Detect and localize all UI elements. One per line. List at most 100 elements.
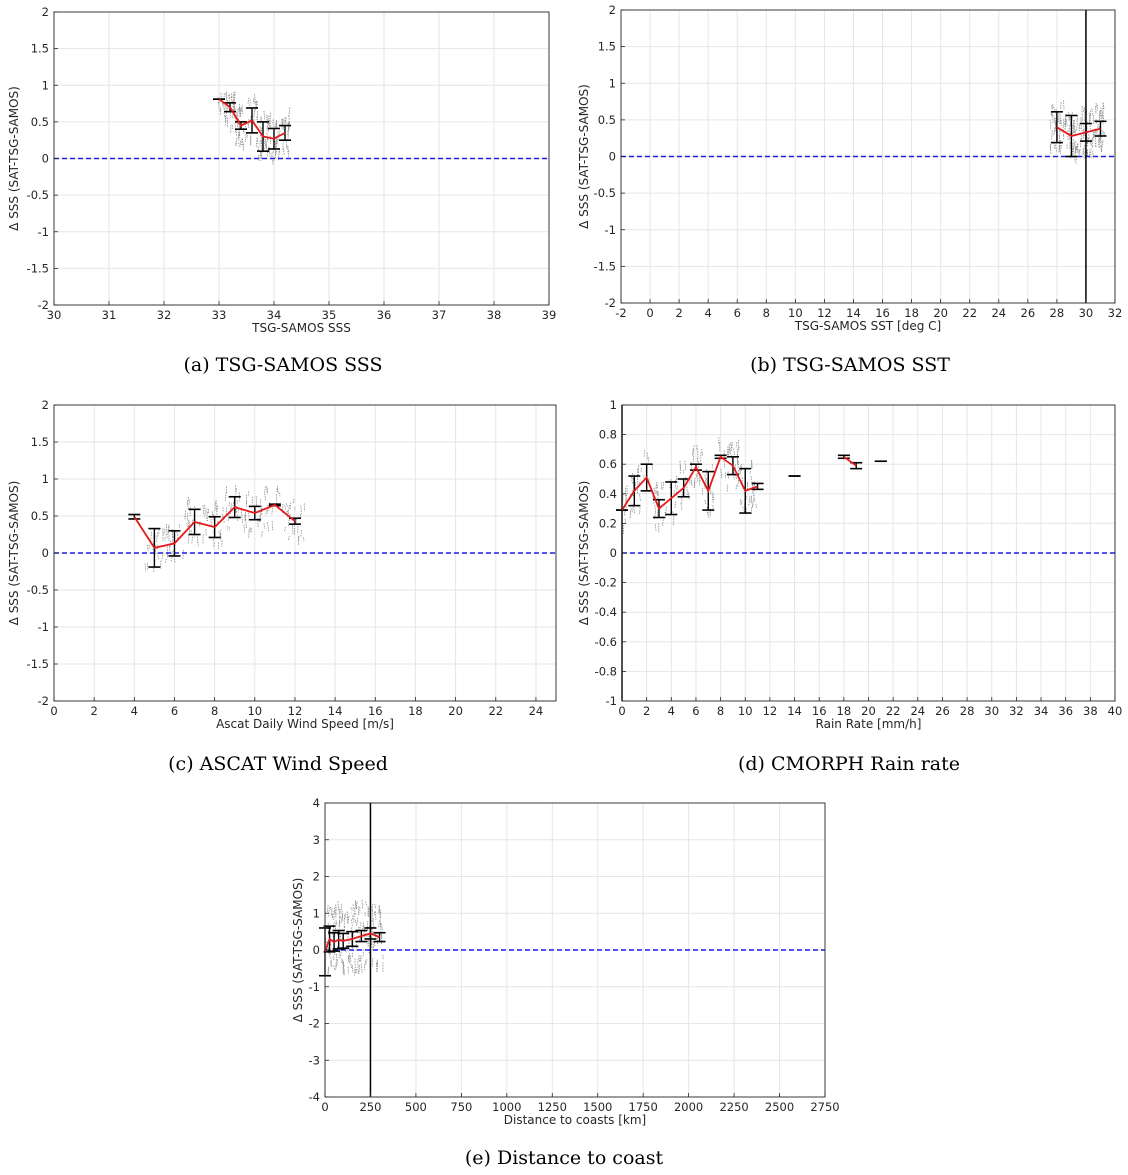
panel-c: 0 2 4 6 8 10 12 14 16 18 20 22 24-2-1.5-1-0.500.511.… xyxy=(7,398,557,775)
scatter-point xyxy=(277,485,279,495)
scatter-point xyxy=(230,93,233,99)
scatter-point xyxy=(329,936,332,946)
x-tick-label: 18 xyxy=(408,704,423,718)
scatter-point xyxy=(353,932,355,938)
scatter-point xyxy=(680,503,683,511)
scatter-point xyxy=(295,518,298,525)
scatter-point xyxy=(271,155,274,165)
scatter-point xyxy=(267,522,269,532)
scatter-point xyxy=(637,465,640,469)
scatter-point xyxy=(654,512,656,520)
y-tick-label: 1.5 xyxy=(31,435,49,449)
scatter-point xyxy=(333,907,336,914)
scatter-point xyxy=(1088,112,1091,122)
scatter-point xyxy=(243,524,246,533)
scatter-point xyxy=(278,130,281,136)
x-tick-label: 16 xyxy=(875,306,890,320)
scatter-point xyxy=(289,502,292,510)
x-axis-label: Distance to coasts [km] xyxy=(504,1113,646,1127)
scatter-point xyxy=(1053,106,1055,112)
scatter-point xyxy=(226,525,229,530)
scatter-point xyxy=(355,900,357,910)
scatter-point xyxy=(343,926,346,933)
scatter-point xyxy=(224,492,227,502)
scatter-point xyxy=(286,503,288,507)
y-axis-label: Δ SSS (SAT-TSG-SAMOS) xyxy=(577,84,591,229)
x-tick-label: 26 xyxy=(1021,306,1036,320)
scatter-point xyxy=(1057,113,1060,123)
scatter-point xyxy=(288,107,291,117)
scatter-point xyxy=(150,532,152,542)
scatter-point xyxy=(263,138,265,145)
scatter-point xyxy=(347,955,350,963)
scatter-point xyxy=(146,544,149,551)
scatter-point xyxy=(216,505,218,516)
x-tick-label: 0 xyxy=(321,1100,328,1114)
scatter-point xyxy=(656,481,659,490)
scatter-point xyxy=(251,496,254,504)
scatter-point xyxy=(1064,118,1066,126)
y-tick-label: 0.4 xyxy=(599,487,617,501)
scatter-point xyxy=(373,911,376,917)
scatter-point xyxy=(1103,132,1106,138)
panel-a: 30 31 32 33 34 35 36 37 38 39 -2 -1.5 -1 -0.5 0 0.5 1 1.5… xyxy=(7,5,556,376)
scatter-point xyxy=(676,485,678,491)
scatter-point xyxy=(1091,145,1093,150)
x-tick-label: 2 xyxy=(643,704,650,718)
x-tick-label: 33 xyxy=(212,308,227,322)
scatter-point xyxy=(188,499,191,505)
scatter-point xyxy=(191,536,193,544)
scatter-point xyxy=(233,91,236,101)
x-tick-label: 0 xyxy=(618,704,625,718)
y-tick-label: 2 xyxy=(42,398,49,412)
x-tick-label: 12 xyxy=(817,306,832,320)
scatter-point xyxy=(219,529,222,538)
scatter-point xyxy=(223,112,226,119)
scatter-point xyxy=(182,549,185,560)
x-tick-label: 32 xyxy=(157,308,172,322)
y-tick-label: -1.5 xyxy=(27,261,49,275)
x-tick-label: 38 xyxy=(1083,704,1098,718)
x-tick-label: 26 xyxy=(935,704,950,718)
scatter-point xyxy=(220,93,222,100)
scatter-point xyxy=(1066,119,1068,127)
scatter-point xyxy=(271,521,274,532)
scatter-point xyxy=(235,508,237,514)
scatter-point xyxy=(259,126,262,130)
scatter-point xyxy=(750,497,753,503)
scatter-point xyxy=(367,908,370,917)
scatter-point xyxy=(144,563,147,572)
scatter-point xyxy=(691,449,694,457)
scatter-point xyxy=(263,110,265,120)
y-tick-label: 0 xyxy=(609,150,616,164)
scatter-point xyxy=(378,909,380,915)
scatter-point xyxy=(358,954,361,963)
y-tick-label: -1 xyxy=(309,980,320,994)
x-tick-label: 2 xyxy=(90,704,97,718)
scatter-point xyxy=(1089,114,1092,123)
scatter-point xyxy=(347,916,350,924)
x-tick-label: -2 xyxy=(615,306,626,320)
x-tick-label: 250 xyxy=(359,1100,381,1114)
scatter-point xyxy=(354,907,356,916)
scatter-point xyxy=(654,505,657,513)
scatter-point xyxy=(1075,146,1077,153)
scatter-point xyxy=(751,502,753,507)
scatter-point xyxy=(1053,142,1055,149)
scatter-point xyxy=(712,493,715,504)
scatter-point xyxy=(690,481,693,486)
scatter-point xyxy=(225,93,228,100)
scatter-point xyxy=(655,484,657,495)
scatter-point xyxy=(378,905,381,914)
y-tick-label: 0.6 xyxy=(599,457,617,471)
scatter-point xyxy=(1099,134,1102,144)
x-tick-label: 22 xyxy=(962,306,977,320)
scatter-point xyxy=(202,504,205,515)
scatter-point xyxy=(364,960,367,965)
scatter-point xyxy=(259,511,262,518)
scatter-point xyxy=(374,903,377,910)
scatter-point xyxy=(210,516,212,526)
scatter-point xyxy=(733,472,735,480)
scatter-point xyxy=(1076,115,1079,124)
scatter-point xyxy=(1101,141,1103,148)
